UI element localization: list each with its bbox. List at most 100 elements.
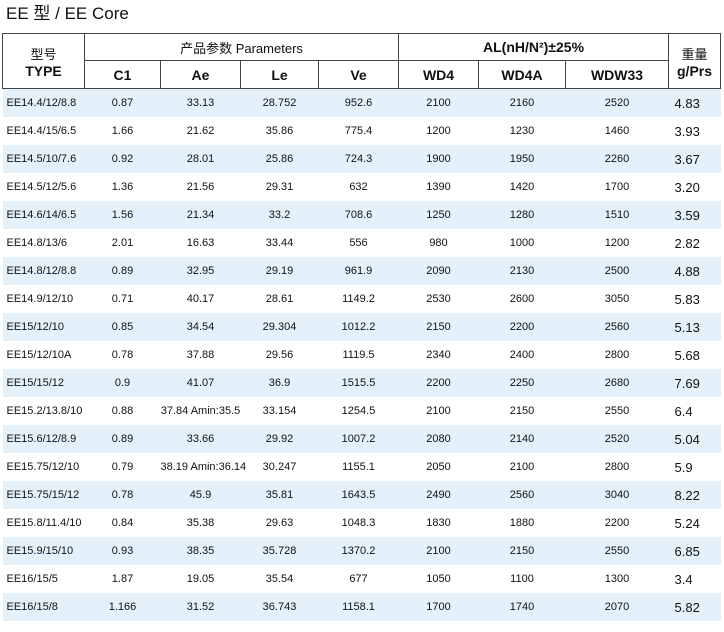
value-cell: 2250 [478, 369, 566, 397]
value-cell: 35.81 [240, 481, 319, 509]
value-cell: 5.9 [674, 459, 693, 475]
spec-table: 型号 TYPE 产品参数 Parameters AL(nH/N²)±25% 重量 g… [2, 33, 722, 621]
value-cell: 0.78 [84, 481, 161, 509]
value-cell: 0.92 [84, 145, 161, 173]
value-cell: 1200 [604, 237, 630, 249]
value-cell: 38.35 [160, 537, 241, 565]
value-cell: 2800 [604, 461, 630, 473]
value-cell: 0.79 [111, 461, 134, 473]
type-cell: EE15.75/15/12 [2, 481, 85, 509]
value-cell: 3.93 [674, 123, 700, 139]
value-cell: 29.92 [240, 425, 319, 453]
value-cell: 7.69 [668, 369, 721, 397]
table-row: EE14.5/12/5.6 1.36 21.56 29.31 632 1390 1420 17… [3, 173, 721, 201]
type-cell: EE14.8/12/8.8 [2, 257, 85, 285]
value-cell: 2.82 [674, 235, 700, 251]
value-cell: 0.9 [84, 369, 161, 397]
value-cell: 41.07 [160, 369, 241, 397]
table-row: EE16/15/5 1.87 19.05 35.54 677 1050 1100 1300 3.… [3, 565, 721, 593]
value-cell: 2.01 [111, 237, 134, 249]
table-row: EE15/15/12 0.9 41.07 36.9 1515.5 2200 2250 2680… [2, 369, 721, 397]
table-head: 型号 TYPE 产品参数 Parameters AL(nH/N²)±25% 重量 g… [2, 33, 722, 89]
table-row: EE16/15/8 1.166 31.52 36.743 1158.1 1700 1740 2… [2, 593, 721, 621]
value-cell: 2560 [565, 313, 669, 341]
value-cell: 38.19 Amin:36.14 [160, 461, 247, 473]
type-cell: EE14.4/12/8.8 [2, 88, 85, 117]
value-cell: 33.44 [265, 237, 294, 249]
value-cell: 1515.5 [318, 369, 399, 397]
value-cell: 4.83 [668, 88, 721, 117]
value-cell: 33.13 [160, 88, 241, 117]
params-header: 产品参数 Parameters [84, 33, 399, 61]
value-cell: 2080 [398, 425, 479, 453]
value-cell: 1643.5 [318, 481, 399, 509]
value-cell: 961.9 [318, 257, 399, 285]
value-cell: 1119.5 [342, 349, 375, 361]
table-row: EE14.4/12/8.8 0.87 33.13 28.752 952.6 2100 216… [2, 88, 721, 117]
value-cell: 36.743 [240, 593, 319, 621]
value-cell: 952.6 [318, 88, 399, 117]
value-cell: 2100 [398, 88, 479, 117]
value-cell: 2400 [509, 349, 535, 361]
value-cell: 0.89 [84, 257, 161, 285]
type-cell: EE15/12/10A [6, 349, 72, 361]
type-cell: EE14.4/15/6.5 [6, 125, 77, 137]
value-cell: 1700 [604, 181, 630, 193]
value-cell: 29.304 [240, 313, 319, 341]
value-cell: 1.36 [111, 181, 134, 193]
value-cell: 35.728 [240, 537, 319, 565]
table-row: EE15.8/11.4/10 0.84 35.38 29.63 1048.3 1830 18… [3, 509, 721, 537]
value-cell: 2200 [398, 369, 479, 397]
value-cell: 37.88 [186, 349, 215, 361]
type-cell: EE15.8/11.4/10 [6, 517, 82, 529]
value-cell: 16.63 [186, 237, 215, 249]
header-row: C1 Ae Le Ve WD4 WD4A WDW33 [3, 60, 721, 89]
value-cell: 556 [349, 237, 368, 249]
value-cell: 5.04 [668, 425, 721, 453]
value-cell: 1149.2 [342, 293, 375, 305]
value-cell: 1280 [478, 201, 566, 229]
column-header: Le [240, 60, 319, 89]
table-row: EE15/12/10 0.85 34.54 29.304 1012.2 2150 2200 2… [2, 313, 721, 341]
value-cell: 29.19 [240, 257, 319, 285]
type-cell: EE14.5/10/7.6 [2, 145, 85, 173]
value-cell: 708.6 [318, 201, 399, 229]
value-cell: 21.56 [186, 181, 215, 193]
value-cell: 29.31 [265, 181, 294, 193]
value-cell: 28.61 [265, 293, 294, 305]
value-cell: 5.68 [674, 347, 700, 363]
value-cell: 30.247 [262, 461, 297, 473]
value-cell: 1.87 [111, 573, 134, 585]
value-cell: 2550 [565, 537, 669, 565]
value-cell: 40.17 [186, 293, 215, 305]
value-cell: 2100 [398, 537, 479, 565]
value-cell: 2050 [426, 461, 451, 473]
value-cell: 677 [349, 573, 368, 585]
value-cell: 2500 [565, 257, 669, 285]
value-cell: 1740 [478, 593, 566, 621]
value-cell: 1700 [398, 593, 479, 621]
type-zh: 型号 [30, 46, 57, 62]
value-cell: 25.86 [240, 145, 319, 173]
value-cell: 2150 [478, 537, 566, 565]
table-row: EE14.6/14/6.5 1.56 21.34 33.2 708.6 1250 1280 1… [2, 201, 721, 229]
table-row: EE15/12/10A 0.78 37.88 29.56 1119.5 2340 2400 2… [3, 341, 721, 369]
value-cell: 1048.3 [341, 517, 376, 529]
value-cell: 3050 [604, 293, 630, 305]
value-cell: 1000 [509, 237, 535, 249]
value-cell: 2560 [478, 481, 566, 509]
value-cell: 0.87 [84, 88, 161, 117]
value-cell: 34.54 [160, 313, 241, 341]
value-cell: 2160 [478, 88, 566, 117]
value-cell: 28.01 [160, 145, 241, 173]
value-cell: 1370.2 [318, 537, 399, 565]
value-cell: 0.88 [111, 405, 134, 417]
table-row: EE14.8/12/8.8 0.89 32.95 29.19 961.9 2090 2130… [2, 257, 721, 285]
type-cell: EE15.9/15/10 [2, 537, 85, 565]
value-cell: 1880 [509, 517, 535, 529]
value-cell: 1390 [426, 181, 451, 193]
value-cell: 2490 [398, 481, 479, 509]
value-cell: 1.166 [84, 593, 161, 621]
value-cell: 1900 [398, 145, 479, 173]
table-row: EE14.8/13/6 2.01 16.63 33.44 556 980 1000 1200 2… [3, 229, 721, 257]
